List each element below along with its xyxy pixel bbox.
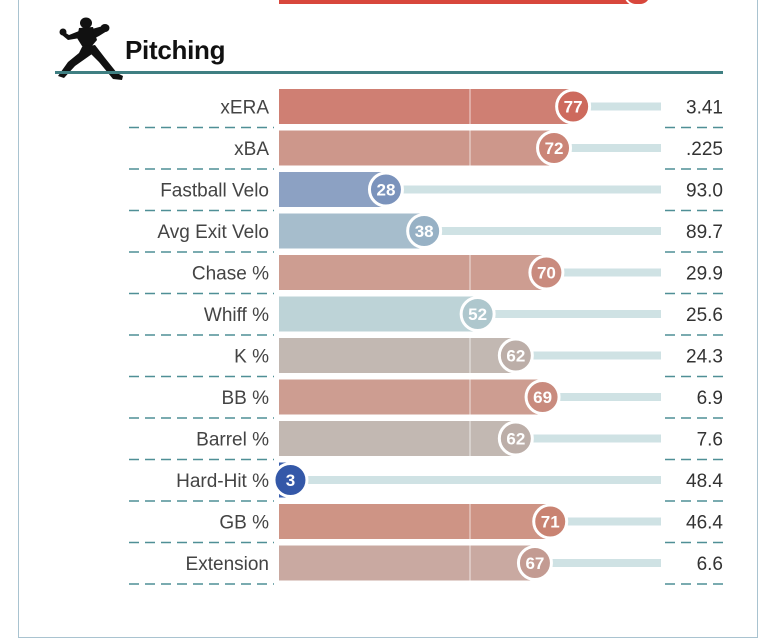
percentile-bar: [279, 504, 551, 539]
percentile-badge: [516, 545, 553, 581]
metric-value: 24.3: [686, 347, 723, 368]
metric-value: 89.7: [686, 222, 723, 243]
percentile-label: 62: [506, 430, 525, 449]
percentile-badge: [528, 254, 565, 291]
metric-label: K %: [234, 347, 269, 368]
metric-value: 29.9: [686, 264, 723, 285]
pitcher-icon: [58, 17, 123, 80]
percentile-label: 71: [541, 513, 560, 532]
percentile-label: 67: [525, 554, 544, 573]
metric-value: 6.6: [697, 554, 723, 575]
metric-value: 93.0: [686, 181, 723, 202]
percentile-badge: [532, 503, 569, 540]
percentile-bar: [279, 213, 425, 249]
percentile-badge: [272, 462, 309, 498]
percentile-label: 3: [286, 471, 295, 490]
metric-label: Hard-Hit %: [176, 471, 269, 492]
percentile-bar: [279, 338, 516, 373]
percentile-label: 28: [376, 181, 395, 200]
metric-label: GB %: [219, 513, 269, 534]
percentile-badge: [459, 296, 496, 332]
percentile-bar: [279, 379, 543, 415]
percentile-label: 70: [537, 264, 556, 283]
percentile-bar: [279, 421, 516, 456]
section-header: Pitching: [55, 16, 723, 80]
metric-value: 6.9: [697, 388, 723, 409]
metric-label: Extension: [186, 554, 269, 575]
metric-label: Fastball Velo: [160, 181, 269, 202]
percentile-badge: [497, 420, 534, 457]
metric-label: xERA: [220, 98, 269, 119]
metric-label: BB %: [221, 388, 269, 409]
percentile-bar: [279, 255, 547, 290]
percentile-label: 52: [468, 305, 487, 324]
percentile-label: 77: [564, 98, 583, 117]
metric-value: 48.4: [686, 471, 723, 492]
metric-value: 46.4: [686, 513, 723, 534]
metric-label: Chase %: [192, 264, 269, 285]
section-title: Pitching: [125, 35, 226, 65]
percentile-bar: [279, 545, 535, 581]
percentile-badge: [536, 130, 573, 166]
metric-value: 3.41: [686, 98, 723, 119]
metric-value: .225: [686, 139, 723, 160]
percentile-badge: [406, 213, 443, 249]
percentile-label: 38: [415, 222, 434, 241]
previous-section-bar: [279, 0, 639, 4]
metric-label: xBA: [234, 139, 269, 160]
percentile-bar: [279, 296, 478, 332]
percentile-label: 69: [533, 388, 552, 407]
metric-value: 7.6: [697, 430, 723, 451]
percentile-badge: [555, 88, 592, 125]
percentile-label: 72: [545, 139, 564, 158]
metric-label: Barrel %: [196, 430, 269, 451]
percentile-badge: [524, 379, 561, 415]
metric-value: 25.6: [686, 305, 723, 326]
metric-label: Whiff %: [204, 305, 269, 326]
percentile-badge: [497, 337, 534, 374]
section-divider: [55, 71, 723, 74]
metric-label: Avg Exit Velo: [157, 222, 269, 243]
percentile-label: 62: [506, 347, 525, 366]
percentile-bar: [279, 130, 555, 166]
percentile-badge: [367, 171, 404, 208]
percentile-bar: [279, 89, 574, 124]
